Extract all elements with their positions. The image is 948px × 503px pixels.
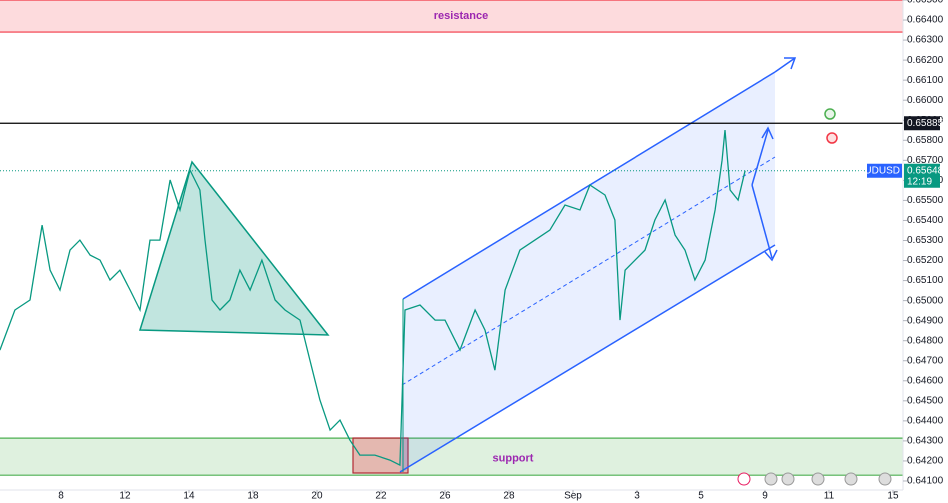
- symbol-label: AUDUSD: [858, 165, 900, 176]
- symbol-box: [867, 163, 902, 178]
- x-tick-label: 3: [634, 491, 640, 502]
- x-tick-label: 14: [183, 491, 195, 502]
- y-tick-label: 0.66100: [907, 75, 944, 86]
- y-tick-label: 0.64600: [907, 375, 944, 386]
- arrow: [751, 129, 769, 186]
- y-tick-label: 0.66200: [907, 55, 944, 66]
- marker: [824, 108, 836, 120]
- plot: [0, 122, 903, 467]
- triangle-pattern: [138, 160, 330, 336]
- countdown-label: 12:19: [907, 176, 932, 187]
- x-tick-label: 11: [824, 491, 835, 502]
- x-tick-label: 22: [375, 491, 387, 502]
- y-tick-label: 0.66400: [907, 15, 944, 26]
- x-tick-label: 20: [311, 491, 323, 502]
- y-tick-label: 0.65500: [907, 195, 944, 206]
- y-tick-label: 0.64400: [907, 415, 944, 426]
- icon: [737, 472, 751, 486]
- y-tick-label: 0.64800: [907, 335, 944, 346]
- icon: [878, 472, 892, 486]
- y-tick-label: 0.64200: [907, 456, 944, 467]
- x-tick-label: 5: [698, 491, 704, 502]
- price-line: [0, 130, 746, 467]
- level-label: 0.65885: [907, 118, 944, 129]
- zone-label: resistance: [434, 10, 488, 22]
- y-tick-label: 0.66000: [907, 95, 944, 106]
- icon: [764, 472, 778, 486]
- event-icons: [737, 472, 892, 486]
- x-tick-label: 9: [762, 491, 768, 502]
- zone-label: support: [493, 453, 534, 465]
- x-tick-label: 26: [439, 491, 451, 502]
- channel-upper: [402, 71, 776, 300]
- y-tick-label: 0.64700: [907, 355, 944, 366]
- arrowhead: [761, 126, 774, 140]
- price-label: 0.65648: [907, 165, 944, 176]
- x-tick-label: 15: [887, 491, 899, 502]
- zone: [0, 0, 903, 33]
- y-tick-label: 0.64500: [907, 395, 944, 406]
- icon: [781, 472, 795, 486]
- level-label-box: [904, 116, 940, 131]
- price-box: [904, 163, 940, 188]
- y-tick-label: 0.64100: [907, 476, 944, 487]
- x-tick-label: 8: [58, 491, 64, 502]
- arrowhead: [764, 249, 778, 262]
- x-tick-label: 28: [503, 491, 515, 502]
- y-tick-label: 0.65800: [907, 135, 944, 146]
- arrow: [774, 57, 796, 73]
- zone: [0, 438, 903, 476]
- marker: [826, 132, 838, 144]
- y-tick-label: 0.65300: [907, 235, 944, 246]
- channel-mid: [401, 156, 776, 386]
- y-tick-label: 0.66300: [907, 35, 944, 46]
- x-tick-label: Sep: [564, 491, 582, 502]
- y-tick-label: 0.65200: [907, 255, 944, 266]
- y-tick-label: 0.65400: [907, 215, 944, 226]
- channel-lower: [399, 244, 776, 473]
- y-tick-label: 0.66500: [907, 0, 944, 6]
- icon: [811, 472, 825, 486]
- x-tick-label: 18: [247, 491, 259, 502]
- x-tick-label: 12: [119, 491, 131, 502]
- arrowhead: [784, 57, 797, 70]
- zones: resistance support: [0, 0, 903, 476]
- y-tick-label: 0.65000: [907, 295, 944, 306]
- y-tick-label: 0.65100: [907, 275, 944, 286]
- arrow: [751, 184, 773, 259]
- y-tick-label: 0.65700: [907, 155, 944, 166]
- y-tick-label: 0.64900: [907, 315, 944, 326]
- icon: [844, 472, 858, 486]
- y-tick-label: 0.64300: [907, 436, 944, 447]
